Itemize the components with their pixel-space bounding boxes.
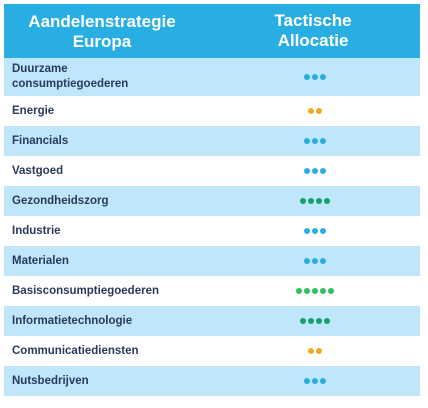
allocation-dot-icon bbox=[316, 108, 322, 114]
allocation-dot-icon bbox=[316, 348, 322, 354]
allocation-dot-icon bbox=[308, 198, 314, 204]
header-strategy: Aandelenstrategie Europa bbox=[28, 12, 176, 51]
table-row: Duurzame consumptiegoederen bbox=[4, 58, 420, 96]
allocation-dot-icon bbox=[320, 258, 326, 264]
allocation-dot-icon bbox=[312, 378, 318, 384]
table-body: Duurzame consumptiegoederen Energie Financ… bbox=[4, 58, 420, 396]
sector-label: Nutsbedrijven bbox=[12, 374, 89, 387]
allocation-dot-icon bbox=[316, 318, 322, 324]
allocation-dots bbox=[210, 288, 420, 294]
allocation-dots bbox=[210, 168, 420, 174]
allocation-dot-icon bbox=[320, 138, 326, 144]
sector-label: Gezondheidszorg bbox=[12, 194, 109, 207]
allocation-dot-icon bbox=[304, 258, 310, 264]
allocation-dot-icon bbox=[312, 138, 318, 144]
table-row: Communicatiediensten bbox=[4, 336, 420, 366]
allocation-dots bbox=[210, 318, 420, 324]
allocation-dot-icon bbox=[296, 288, 302, 294]
table-row: Gezondheidszorg bbox=[4, 186, 420, 216]
sector-label: Informatietechnologie bbox=[12, 314, 133, 327]
allocation-dot-icon bbox=[320, 74, 326, 80]
allocation-dot-icon bbox=[312, 74, 318, 80]
allocation-dot-icon bbox=[308, 348, 314, 354]
allocation-dot-icon bbox=[312, 258, 318, 264]
table-row: Financials bbox=[4, 126, 420, 156]
allocation-dot-icon bbox=[312, 288, 318, 294]
table-header: Aandelenstrategie Europa Tactische Alloc… bbox=[4, 4, 420, 58]
table-row: Vastgoed bbox=[4, 156, 420, 186]
allocation-dot-icon bbox=[304, 288, 310, 294]
table-row: Materialen bbox=[4, 246, 420, 276]
sector-label: Duurzame consumptiegoederen bbox=[12, 63, 129, 90]
sector-label: Communicatiediensten bbox=[12, 344, 139, 357]
allocation-dot-icon bbox=[324, 318, 330, 324]
table-row: Energie bbox=[4, 96, 420, 126]
sector-label: Materialen bbox=[12, 254, 69, 267]
allocation-dot-icon bbox=[328, 288, 334, 294]
allocation-dot-icon bbox=[312, 168, 318, 174]
allocation-dot-icon bbox=[304, 228, 310, 234]
header-allocation: Tactische Allocatie bbox=[274, 11, 352, 50]
allocation-dot-icon bbox=[320, 378, 326, 384]
allocation-dot-icon bbox=[304, 378, 310, 384]
sector-label: Industrie bbox=[12, 224, 61, 237]
allocation-dots bbox=[210, 348, 420, 354]
sector-label: Vastgoed bbox=[12, 164, 64, 177]
table-row: Informatietechnologie bbox=[4, 306, 420, 336]
allocation-dot-icon bbox=[308, 108, 314, 114]
allocation-dots bbox=[210, 198, 420, 204]
allocation-dots bbox=[210, 138, 420, 144]
allocation-dot-icon bbox=[300, 198, 306, 204]
allocation-dot-icon bbox=[320, 228, 326, 234]
allocation-dot-icon bbox=[312, 228, 318, 234]
allocation-dot-icon bbox=[304, 168, 310, 174]
sector-label: Financials bbox=[12, 134, 69, 147]
allocation-dots bbox=[210, 108, 420, 114]
allocation-dot-icon bbox=[320, 288, 326, 294]
allocation-dot-icon bbox=[304, 74, 310, 80]
allocation-table: Aandelenstrategie Europa Tactische Alloc… bbox=[4, 4, 420, 396]
allocation-dot-icon bbox=[304, 138, 310, 144]
allocation-dot-icon bbox=[324, 198, 330, 204]
allocation-dot-icon bbox=[316, 198, 322, 204]
table-row: Industrie bbox=[4, 216, 420, 246]
sector-label: Basisconsumptiegoederen bbox=[12, 284, 159, 297]
allocation-dots bbox=[210, 258, 420, 264]
sector-label: Energie bbox=[12, 104, 55, 117]
allocation-dots bbox=[210, 74, 420, 80]
table-row: Nutsbedrijven bbox=[4, 366, 420, 396]
allocation-dots bbox=[210, 228, 420, 234]
allocation-dot-icon bbox=[308, 318, 314, 324]
allocation-dot-icon bbox=[300, 318, 306, 324]
allocation-dots bbox=[210, 378, 420, 384]
table-row: Basisconsumptiegoederen bbox=[4, 276, 420, 306]
allocation-dot-icon bbox=[320, 168, 326, 174]
